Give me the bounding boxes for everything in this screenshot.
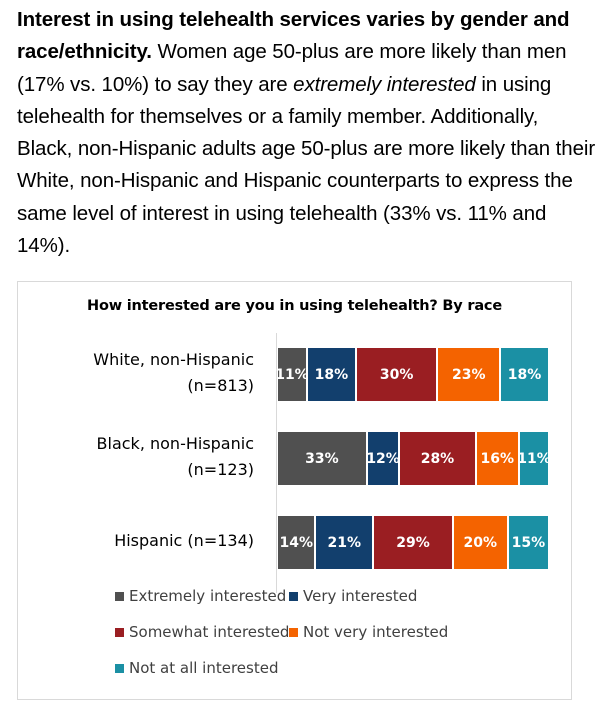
data-label: 12%	[366, 450, 400, 467]
bar-segment-hispanic-2: 29%	[373, 515, 453, 570]
data-label: 11%	[275, 366, 309, 383]
data-label: 16%	[480, 450, 515, 467]
category-label-line1: White, non-Hispanic	[93, 350, 254, 369]
legend-swatch	[115, 627, 124, 637]
data-label: 23%	[451, 366, 486, 383]
bar-segment-white-1: 18%	[306, 347, 356, 402]
bar-segment-hispanic-0: 14%	[277, 515, 316, 570]
legend-label: Extremely interested	[129, 587, 287, 605]
legend-item-extremely: Extremely interested	[115, 587, 286, 605]
intro-paragraph: Interest in using telehealth services va…	[17, 4, 597, 262]
bar-segment-hispanic-1: 21%	[315, 515, 374, 570]
bar-segment-hispanic-4: 15%	[507, 515, 549, 570]
legend-swatch	[115, 591, 124, 601]
bar-segment-white-3: 23%	[437, 347, 501, 402]
category-label-hispanic: Hispanic (n=134)	[114, 528, 254, 554]
bar-segment-white-4: 18%	[500, 347, 549, 402]
category-label-line1: Hispanic (n=134)	[114, 531, 254, 550]
legend-item-somewhat: Somewhat interested	[115, 623, 289, 641]
bar-segment-black-0: 33%	[277, 431, 367, 486]
category-label-line2: (n=123)	[187, 460, 254, 479]
category-label-line1: Black, non-Hispanic	[96, 434, 254, 453]
legend-label: Very interested	[303, 587, 418, 605]
chart-frame: How interested are you in using teleheal…	[17, 281, 572, 700]
paragraph-italic: extremely interested	[293, 72, 476, 96]
legend-item-very: Very interested	[289, 587, 417, 605]
data-label: 18%	[314, 366, 349, 383]
paragraph-text-1: Women age 50-plus are more likely than m…	[17, 40, 567, 96]
legend-item-not-at-all: Not at all interested	[115, 659, 278, 677]
data-label: 11%	[517, 450, 551, 467]
bar-segment-black-2: 28%	[399, 431, 476, 486]
legend-swatch	[289, 591, 298, 601]
data-label: 29%	[396, 534, 430, 551]
chart-title: How interested are you in using teleheal…	[87, 298, 502, 314]
category-label-line2: (n=813)	[187, 376, 254, 395]
data-label: 21%	[327, 534, 362, 551]
data-label: 15%	[511, 534, 546, 551]
bar-segment-black-4: 11%	[517, 431, 551, 486]
data-label: 30%	[379, 366, 414, 383]
data-label: 33%	[305, 450, 339, 467]
bar-segment-black-3: 16%	[475, 431, 520, 486]
legend-item-not-very: Not very interested	[289, 623, 448, 641]
bar-segment-black-1: 12%	[366, 431, 400, 486]
bar-segment-white-2: 30%	[355, 347, 438, 402]
data-label: 18%	[507, 366, 542, 383]
bar-segment-white-0: 11%	[275, 347, 309, 402]
legend-label: Somewhat interested	[129, 623, 290, 641]
data-label: 28%	[420, 450, 455, 467]
data-label: 14%	[279, 534, 313, 551]
paragraph-text-2: in using telehealth for themselves or a …	[17, 72, 596, 258]
legend-swatch	[289, 627, 298, 637]
data-label: 20%	[463, 534, 498, 551]
category-label-white: White, non-Hispanic (n=813)	[93, 347, 254, 399]
legend-label: Not very interested	[303, 623, 449, 641]
category-label-black: Black, non-Hispanic (n=123)	[97, 431, 254, 483]
paragraph-lead: Interest in using telehealth services va…	[17, 8, 570, 64]
category-axis-line	[276, 333, 277, 593]
legend-swatch	[115, 663, 124, 673]
bar-segment-hispanic-3: 20%	[452, 515, 508, 570]
legend-label: Not at all interested	[129, 659, 279, 677]
